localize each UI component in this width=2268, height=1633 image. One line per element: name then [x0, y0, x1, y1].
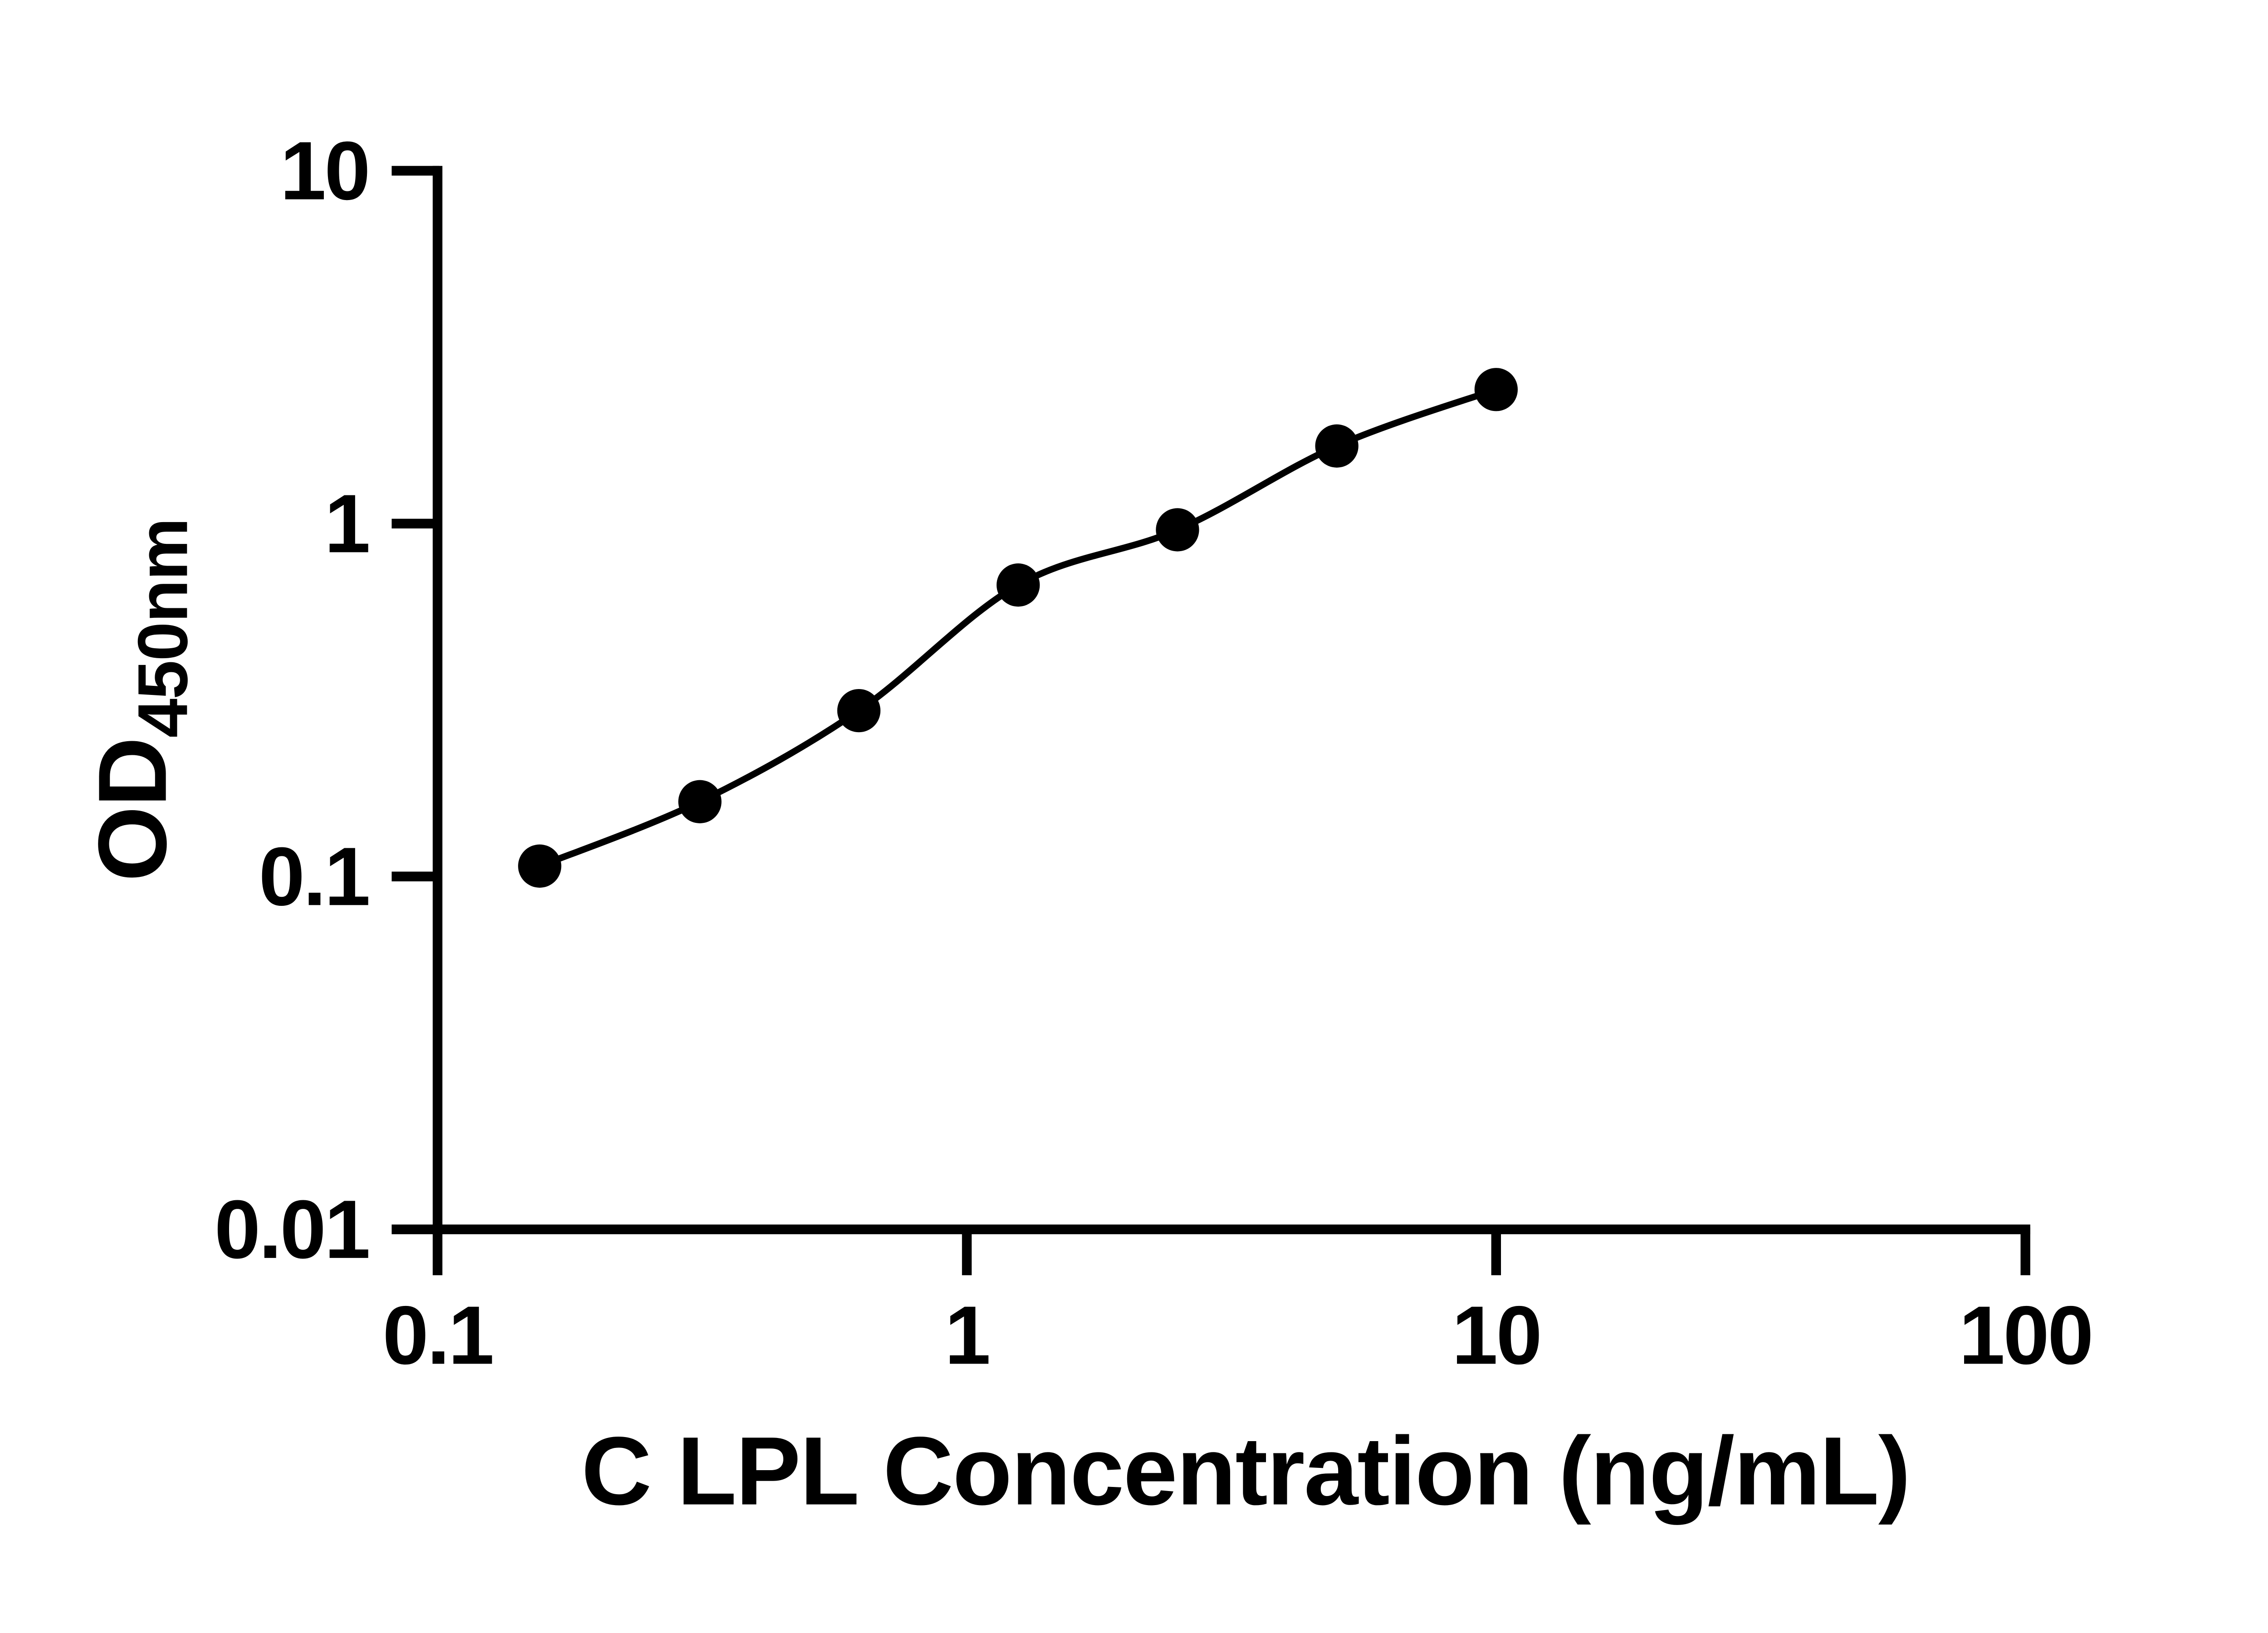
x-axis-title: C LPL Concentration (ng/mL)	[582, 1417, 1910, 1525]
x-tick-labels: 0.1 1 10 100	[382, 1289, 2093, 1382]
data-point	[518, 844, 562, 888]
y-axis-title: OD450nm	[78, 518, 202, 881]
x-tick-label: 0.1	[382, 1289, 492, 1382]
y-tick-label: 0.1	[259, 830, 368, 923]
data-points	[518, 368, 1518, 888]
x-tick-label: 1	[945, 1289, 989, 1382]
axis-ticks	[391, 166, 2030, 1276]
y-tick-label: 10	[280, 124, 369, 217]
data-point	[1315, 424, 1359, 468]
y-tick-label: 1	[324, 477, 369, 570]
data-point	[837, 689, 881, 733]
y-tick-labels: 10 1 0.1 0.01	[215, 124, 371, 1276]
axis-line	[432, 166, 2030, 1234]
y-tick-label: 0.01	[215, 1183, 369, 1276]
y-axis-title-main: OD	[78, 738, 187, 881]
data-point	[997, 563, 1040, 607]
data-point	[1474, 368, 1518, 411]
data-point	[678, 780, 722, 823]
y-axis-title-subscript: 450nm	[123, 518, 202, 738]
x-tick-label: 10	[1452, 1289, 1541, 1382]
data-point	[1156, 508, 1199, 552]
x-tick-label: 100	[1959, 1289, 2092, 1382]
